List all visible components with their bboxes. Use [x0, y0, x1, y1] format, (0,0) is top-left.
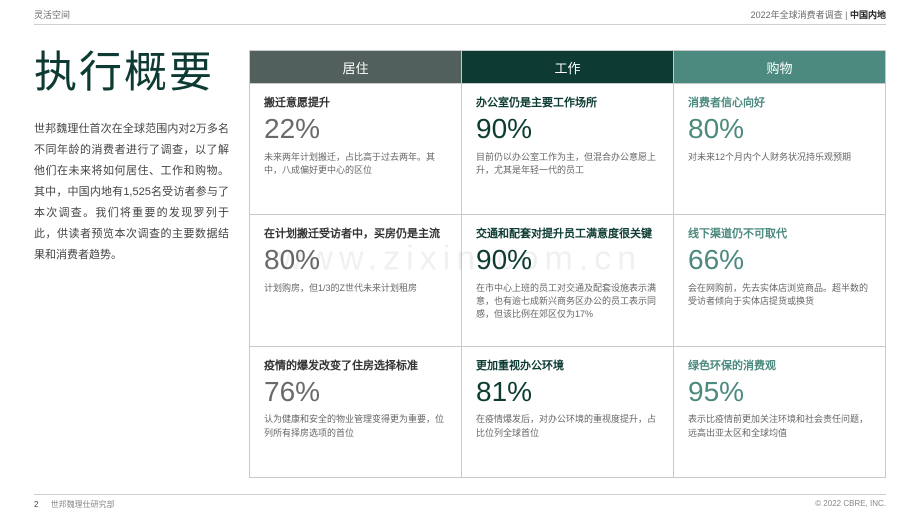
cell-desc: 认为健康和安全的物业管理变得更为重要，位列所有择房选项的首位 — [264, 413, 447, 439]
grid-cell: 绿色环保的消费观 95% 表示比疫情前更加关注环境和社会责任问题，远高出亚太区和全球… — [673, 347, 885, 477]
cell-desc: 计划购房，但1/3的Z世代未来计划租房 — [264, 282, 447, 295]
cell-stat: 66% — [688, 245, 871, 276]
cell-stat: 80% — [264, 245, 447, 276]
cell-stat: 90% — [476, 114, 659, 145]
cell-desc: 表示比疫情前更加关注环境和社会责任问题，远高出亚太区和全球均值 — [688, 413, 871, 439]
grid-row: 搬迁意愿提升 22% 未来两年计划搬迁，占比高于过去两年。其中，八成偏好更中心的区位… — [250, 83, 885, 214]
footer-org: 世邦魏理仕研究部 — [51, 500, 115, 509]
page-number: 2 — [34, 500, 38, 509]
cell-desc: 目前仍以办公室工作为主，但混合办公意愿上升，尤其是年轻一代的员工 — [476, 151, 659, 177]
grid-cell: 在计划搬迁受访者中，买房仍是主流 80% 计划购房，但1/3的Z世代未来计划租房 — [250, 215, 461, 345]
column-header: 购物 — [673, 51, 885, 83]
grid-cell: 疫情的爆发改变了住房选择标准 76% 认为健康和安全的物业管理变得更为重要，位列所有… — [250, 347, 461, 477]
cell-heading: 更加重视办公环境 — [476, 357, 659, 373]
cell-desc: 对未来12个月内个人财务状况持乐观预期 — [688, 151, 871, 164]
grid-cell: 办公室仍是主要工作场所 90% 目前仍以办公室工作为主，但混合办公意愿上升，尤其是年… — [461, 84, 673, 214]
data-grid: 居住工作购物 搬迁意愿提升 22% 未来两年计划搬迁，占比高于过去两年。其中，八成偏… — [249, 50, 886, 478]
grid-cell: 交通和配套对提升员工满意度很关键 90% 在市中心上班的员工对交通及配套设施表示满意… — [461, 215, 673, 345]
footer-copyright: © 2022 CBRE, INC. — [815, 499, 886, 510]
cell-stat: 80% — [688, 114, 871, 145]
cell-desc: 在疫情爆发后，对办公环境的重视度提升，占比位列全球首位 — [476, 413, 659, 439]
grid-row: 在计划搬迁受访者中，买房仍是主流 80% 计划购房，但1/3的Z世代未来计划租房 交通… — [250, 214, 885, 345]
intro-text: 世邦魏理仕首次在全球范围内对2万多名不同年龄的消费者进行了调查，以了解他们在未来… — [34, 119, 229, 265]
cell-heading: 办公室仍是主要工作场所 — [476, 94, 659, 110]
main-content: 执行概要 世邦魏理仕首次在全球范围内对2万多名不同年龄的消费者进行了调查，以了解… — [34, 50, 886, 478]
grid-cell: 线下渠道仍不可取代 66% 会在网购前，先去实体店浏览商品。超半数的受访者倾向于实体… — [673, 215, 885, 345]
header-bar: 灵活空间 2022年全球消费者调查 | 中国内地 — [34, 8, 886, 25]
cell-heading: 线下渠道仍不可取代 — [688, 225, 871, 241]
grid-row: 疫情的爆发改变了住房选择标准 76% 认为健康和安全的物业管理变得更为重要，位列所有… — [250, 346, 885, 477]
cell-heading: 消费者信心向好 — [688, 94, 871, 110]
cell-desc: 未来两年计划搬迁，占比高于过去两年。其中，八成偏好更中心的区位 — [264, 151, 447, 177]
column-header: 工作 — [461, 51, 673, 83]
grid-cell: 更加重视办公环境 81% 在疫情爆发后，对办公环境的重视度提升，占比位列全球首位 — [461, 347, 673, 477]
cell-stat: 90% — [476, 245, 659, 276]
header-right: 2022年全球消费者调查 | 中国内地 — [751, 8, 886, 21]
cell-heading: 在计划搬迁受访者中，买房仍是主流 — [264, 225, 447, 241]
header-left: 灵活空间 — [34, 8, 70, 21]
page-title: 执行概要 — [34, 50, 229, 97]
cell-stat: 22% — [264, 114, 447, 145]
column-header: 居住 — [250, 51, 461, 83]
cell-heading: 疫情的爆发改变了住房选择标准 — [264, 357, 447, 373]
grid-cell: 消费者信心向好 80% 对未来12个月内个人财务状况持乐观预期 — [673, 84, 885, 214]
cell-desc: 会在网购前，先去实体店浏览商品。超半数的受访者倾向于实体店提货或换货 — [688, 282, 871, 308]
cell-stat: 95% — [688, 377, 871, 408]
footer-bar: 2 世邦魏理仕研究部 © 2022 CBRE, INC. — [34, 494, 886, 510]
left-column: 执行概要 世邦魏理仕首次在全球范围内对2万多名不同年龄的消费者进行了调查，以了解… — [34, 50, 249, 478]
cell-heading: 交通和配套对提升员工满意度很关键 — [476, 225, 659, 241]
grid-cell: 搬迁意愿提升 22% 未来两年计划搬迁，占比高于过去两年。其中，八成偏好更中心的区位 — [250, 84, 461, 214]
grid-header: 居住工作购物 — [250, 51, 885, 83]
cell-heading: 绿色环保的消费观 — [688, 357, 871, 373]
cell-stat: 76% — [264, 377, 447, 408]
footer-left: 2 世邦魏理仕研究部 — [34, 499, 115, 510]
cell-heading: 搬迁意愿提升 — [264, 94, 447, 110]
cell-stat: 81% — [476, 377, 659, 408]
cell-desc: 在市中心上班的员工对交通及配套设施表示满意，也有逾七成新兴商务区办公的员工表示同… — [476, 282, 659, 321]
